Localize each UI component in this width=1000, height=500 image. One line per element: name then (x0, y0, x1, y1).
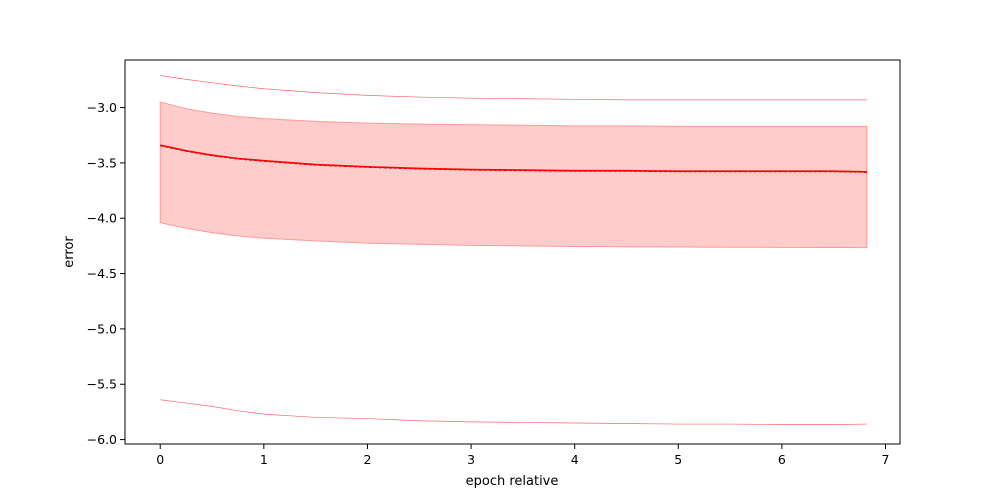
y-tick-label: −3.5 (87, 155, 117, 170)
y-tick-label: −4.0 (87, 211, 117, 226)
mean-line (160, 144, 867, 173)
y-axis: −6.0 −5.5 −5.0 −4.5 −4.0 −3.5 −3.0 (87, 100, 125, 447)
x-tick-label: 5 (674, 452, 682, 467)
x-tick-label: 2 (363, 452, 371, 467)
x-tick-label: 0 (156, 452, 164, 467)
y-tick-label: −6.0 (87, 432, 117, 447)
x-tick-label: 7 (882, 452, 890, 467)
plot-area (159, 75, 868, 425)
y-axis-label: error (62, 236, 77, 268)
upper-extreme-line (160, 75, 867, 101)
x-tick-label: 4 (571, 452, 579, 467)
x-axis: 0 1 2 3 4 5 6 7 (156, 444, 889, 467)
y-tick-label: −5.0 (87, 321, 117, 336)
x-axis-label: epoch relative (466, 474, 559, 489)
plot-frame (124, 59, 901, 445)
y-tick-label: −5.5 (87, 377, 117, 392)
x-tick-label: 6 (778, 452, 786, 467)
band-area (159, 101, 868, 249)
x-tick-label: 3 (467, 452, 475, 467)
lower-extreme-line (160, 399, 867, 425)
y-tick-label: −4.5 (87, 266, 117, 281)
y-tick-label: −3.0 (87, 100, 117, 115)
x-tick-label: 1 (260, 452, 268, 467)
